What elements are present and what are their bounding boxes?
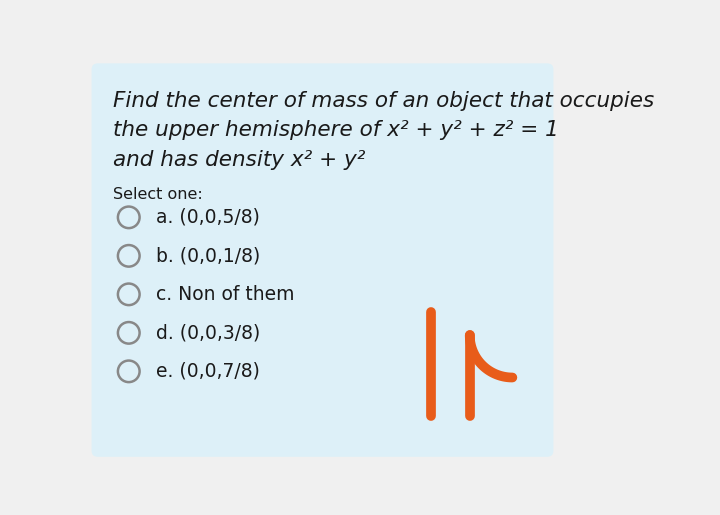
Text: Select one:: Select one: bbox=[113, 186, 203, 201]
Text: e. (0,0,7/8): e. (0,0,7/8) bbox=[156, 362, 260, 381]
FancyBboxPatch shape bbox=[91, 63, 554, 457]
Text: the upper hemisphere of x² + y² + z² = 1: the upper hemisphere of x² + y² + z² = 1 bbox=[113, 121, 559, 140]
Text: and has density x² + y²: and has density x² + y² bbox=[113, 149, 366, 169]
Text: d. (0,0,3/8): d. (0,0,3/8) bbox=[156, 323, 260, 342]
Text: c. Non of them: c. Non of them bbox=[156, 285, 294, 304]
Text: a. (0,0,5/8): a. (0,0,5/8) bbox=[156, 208, 260, 227]
Text: b. (0,0,1/8): b. (0,0,1/8) bbox=[156, 246, 260, 265]
Text: Find the center of mass of an object that occupies: Find the center of mass of an object tha… bbox=[113, 91, 654, 111]
